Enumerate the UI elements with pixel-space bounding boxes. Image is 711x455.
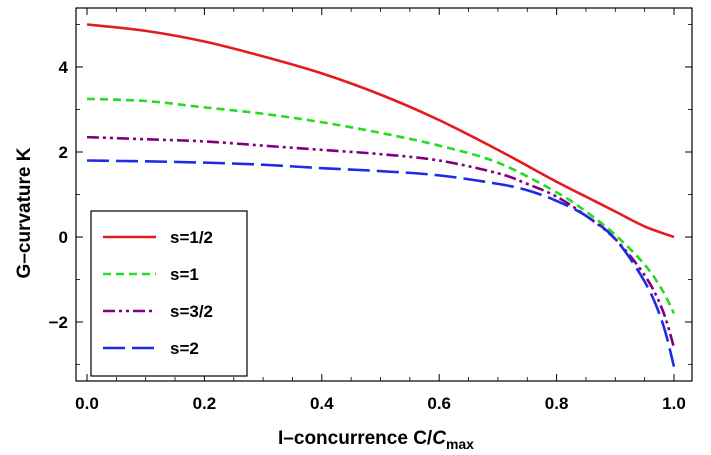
legend-label-4: s=2 <box>170 339 199 358</box>
y-tick-label: −2 <box>49 313 68 332</box>
y-axis-label: G–curvature K <box>14 147 35 278</box>
y-tick-label: 4 <box>59 58 69 77</box>
legend-label-1: s=1/2 <box>170 228 213 247</box>
series-line-4 <box>86 159 676 367</box>
x-tick-label: 0.0 <box>75 394 99 413</box>
x-tick-label: 1.0 <box>662 394 686 413</box>
x-tick-label: 0.4 <box>310 394 334 413</box>
series-line-3 <box>86 135 676 348</box>
series-layer <box>86 23 676 367</box>
series-line-1 <box>86 23 675 239</box>
x-axis-label-subscript: max <box>446 436 474 452</box>
y-tick-label: 2 <box>59 143 68 162</box>
x-axis-label-main: I–concurrence C/ <box>278 428 433 449</box>
x-axis: 0.0 0.2 0.4 0.6 0.8 1.0 <box>75 8 686 413</box>
y-tick-label: 0 <box>59 228 68 247</box>
legend-label-2: s=1 <box>170 265 199 284</box>
x-axis-label: I–concurrence C/Cmax <box>278 428 474 452</box>
series-line-2 <box>86 97 676 315</box>
legend-label-3: s=3/2 <box>170 302 213 321</box>
x-tick-label: 0.6 <box>427 394 451 413</box>
x-tick-label: 0.2 <box>193 394 217 413</box>
y-axis: −2 0 2 4 <box>49 24 692 365</box>
x-tick-label: 0.8 <box>545 394 569 413</box>
x-axis-label-symbol: C <box>432 428 446 449</box>
legend: s=1/2 s=1 s=3/2 s=2 <box>90 210 248 377</box>
